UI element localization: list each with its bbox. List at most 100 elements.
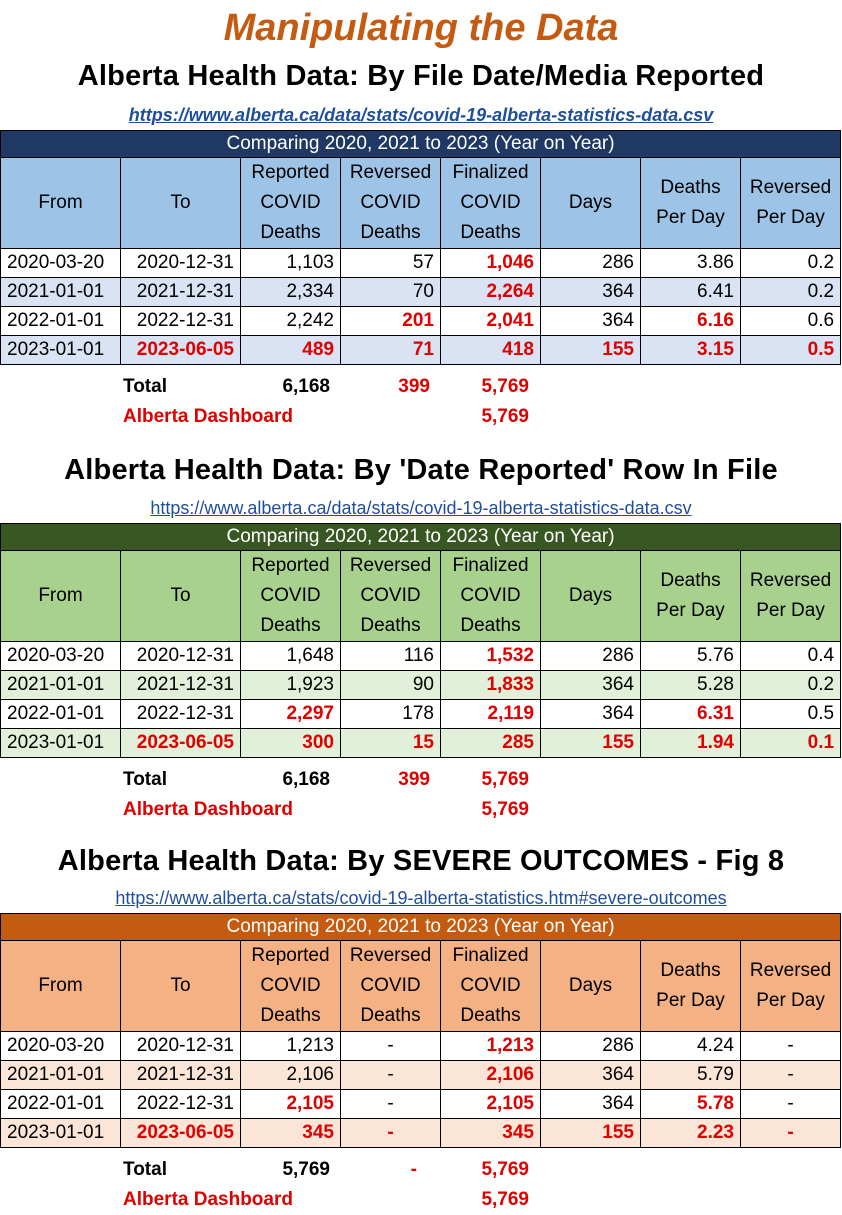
cell-reported: 345 — [240, 1118, 341, 1148]
total-reversed: 399 — [398, 376, 430, 397]
section-2-caption: Comparing 2020, 2021 to 2023 (Year on Ye… — [0, 523, 842, 551]
cell-from: 2022-01-01 — [0, 306, 121, 336]
cell-reported: 1,923 — [240, 670, 341, 700]
header-to: To — [120, 550, 241, 642]
cell-reversed: - — [340, 1060, 441, 1090]
cell-finalized: 285 — [440, 728, 541, 758]
cell-days: 364 — [540, 699, 641, 729]
cell-reversed-per-day: 0.4 — [739, 641, 842, 671]
section-2-heading: Alberta Health Data: By 'Date Reported' … — [64, 454, 778, 486]
cell-reported: 1,103 — [240, 248, 341, 278]
header-days: Days — [540, 940, 641, 1032]
cell-days: 286 — [540, 1031, 641, 1061]
section-2-link[interactable]: https://www.alberta.ca/data/stats/covid-… — [150, 498, 692, 518]
cell-finalized: 1,833 — [440, 670, 541, 700]
section-3-heading: Alberta Health Data: By SEVERE OUTCOMES … — [57, 845, 785, 877]
table-row: 2023-01-01 2023-06-05 489 71 418 155 3.1… — [0, 335, 842, 365]
header-finalized: Finalized COVID Deaths — [440, 157, 541, 249]
cell-reversed-per-day: - — [739, 1031, 842, 1061]
total-reversed: - — [410, 1159, 417, 1180]
cell-to: 2022-12-31 — [120, 306, 241, 336]
cell-from: 2023-01-01 — [0, 728, 121, 758]
page-title: Manipulating the Data — [223, 7, 619, 49]
section-1-link[interactable]: https://www.alberta.ca/data/stats/covid-… — [128, 105, 714, 125]
cell-to: 2021-12-31 — [120, 1060, 241, 1090]
cell-deaths-per-day: 5.78 — [640, 1089, 741, 1119]
cell-finalized: 418 — [440, 335, 541, 365]
cell-reversed-per-day: 0.1 — [739, 728, 842, 758]
cell-from: 2022-01-01 — [0, 699, 121, 729]
cell-days: 364 — [540, 277, 641, 307]
section-1-caption: Comparing 2020, 2021 to 2023 (Year on Ye… — [0, 130, 842, 158]
total-reported: 6,168 — [282, 376, 330, 397]
cell-deaths-per-day: 3.15 — [640, 335, 741, 365]
section-3-link[interactable]: https://www.alberta.ca/stats/covid-19-al… — [115, 888, 727, 908]
cell-reported: 2,242 — [240, 306, 341, 336]
header-days: Days — [540, 550, 641, 642]
total-finalized: 5,769 — [481, 769, 529, 790]
cell-deaths-per-day: 2.23 — [640, 1118, 741, 1148]
dashboard-value: 5,769 — [481, 406, 529, 427]
table-row: 2023-01-01 2023-06-05 300 15 285 155 1.9… — [0, 728, 842, 758]
cell-finalized: 2,106 — [440, 1060, 541, 1090]
section-3-table: Comparing 2020, 2021 to 2023 (Year on Ye… — [0, 913, 842, 1148]
dashboard-label: Alberta Dashboard — [123, 799, 293, 820]
table-row: 2020-03-20 2020-12-31 1,648 116 1,532 28… — [0, 641, 842, 671]
header-deaths-per-day: Deaths Per Day — [640, 157, 741, 249]
cell-to: 2020-12-31 — [120, 248, 241, 278]
cell-finalized: 2,105 — [440, 1089, 541, 1119]
section-3-caption: Comparing 2020, 2021 to 2023 (Year on Ye… — [0, 913, 842, 941]
cell-finalized: 1,046 — [440, 248, 541, 278]
header-deaths-per-day: Deaths Per Day — [640, 940, 741, 1032]
cell-reported: 1,648 — [240, 641, 341, 671]
cell-reported: 2,334 — [240, 277, 341, 307]
cell-from: 2020-03-20 — [0, 1031, 121, 1061]
cell-from: 2021-01-01 — [0, 277, 121, 307]
cell-reported: 2,297 — [240, 699, 341, 729]
cell-to: 2023-06-05 — [120, 1118, 241, 1148]
header-deaths-per-day: Deaths Per Day — [640, 550, 741, 642]
section-1-totals: Total 6,168 399 5,769 Alberta Dashboard … — [0, 372, 842, 432]
cell-reversed: 178 — [340, 699, 441, 729]
cell-reversed: - — [340, 1089, 441, 1119]
cell-reversed: 116 — [340, 641, 441, 671]
cell-from: 2021-01-01 — [0, 670, 121, 700]
cell-deaths-per-day: 5.76 — [640, 641, 741, 671]
dashboard-label: Alberta Dashboard — [123, 406, 293, 427]
cell-reversed: - — [340, 1118, 441, 1148]
table-row: 2023-01-01 2023-06-05 345 - 345 155 2.23… — [0, 1118, 842, 1148]
table-row: 2020-03-20 2020-12-31 1,103 57 1,046 286… — [0, 248, 842, 278]
cell-deaths-per-day: 5.28 — [640, 670, 741, 700]
total-reported: 6,168 — [282, 769, 330, 790]
cell-deaths-per-day: 6.31 — [640, 699, 741, 729]
header-reversed: Reversed COVID Deaths — [340, 940, 441, 1032]
header-reported: Reported COVID Deaths — [240, 940, 341, 1032]
cell-finalized: 2,264 — [440, 277, 541, 307]
cell-reversed-per-day: 0.2 — [739, 248, 842, 278]
cell-days: 286 — [540, 248, 641, 278]
cell-to: 2023-06-05 — [120, 335, 241, 365]
header-reversed-per-day: Reversed Per Day — [739, 157, 842, 249]
cell-reversed-per-day: - — [739, 1089, 842, 1119]
cell-reversed-per-day: 0.2 — [739, 670, 842, 700]
cell-reversed: - — [340, 1031, 441, 1061]
table-row: 2021-01-01 2021-12-31 1,923 90 1,833 364… — [0, 670, 842, 700]
section-3-totals: Total 5,769 - 5,769 Alberta Dashboard 5,… — [0, 1155, 842, 1215]
cell-from: 2021-01-01 — [0, 1060, 121, 1090]
cell-finalized: 2,119 — [440, 699, 541, 729]
header-reported: Reported COVID Deaths — [240, 550, 341, 642]
cell-from: 2023-01-01 — [0, 1118, 121, 1148]
cell-to: 2023-06-05 — [120, 728, 241, 758]
total-finalized: 5,769 — [481, 376, 529, 397]
cell-deaths-per-day: 1.94 — [640, 728, 741, 758]
cell-deaths-per-day: 6.41 — [640, 277, 741, 307]
cell-reversed-per-day: - — [739, 1118, 842, 1148]
cell-reversed-per-day: - — [739, 1060, 842, 1090]
total-finalized: 5,769 — [481, 1159, 529, 1180]
cell-deaths-per-day: 6.16 — [640, 306, 741, 336]
cell-from: 2022-01-01 — [0, 1089, 121, 1119]
cell-reversed: 15 — [340, 728, 441, 758]
dashboard-label: Alberta Dashboard — [123, 1189, 293, 1210]
table-row: 2020-03-20 2020-12-31 1,213 - 1,213 286 … — [0, 1031, 842, 1061]
cell-from: 2020-03-20 — [0, 248, 121, 278]
